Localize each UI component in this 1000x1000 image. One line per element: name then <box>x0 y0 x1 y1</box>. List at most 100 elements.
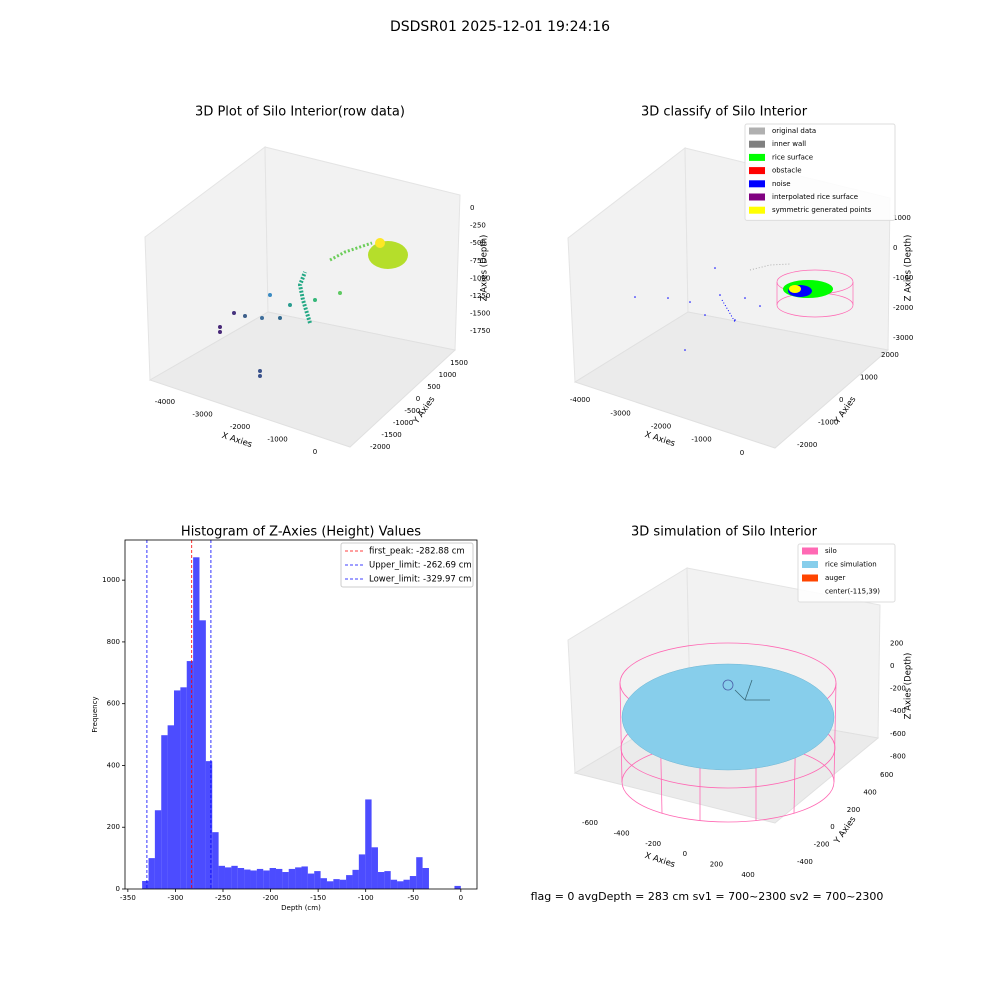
y-tick-label: -2000 <box>370 443 390 451</box>
point <box>734 319 736 321</box>
x-tick-label: -4000 <box>570 396 590 404</box>
x-axis-label: X Axies <box>220 431 253 450</box>
bar <box>167 725 174 889</box>
z-tick-label: 1000 <box>893 214 911 222</box>
legend-box <box>340 542 474 588</box>
z-tick-label: -750 <box>470 257 486 265</box>
silo-wire <box>833 682 837 783</box>
point-trail <box>297 271 312 324</box>
bar <box>384 871 391 889</box>
legend-label: center(-115,39) <box>825 588 880 596</box>
legend-label: original data <box>772 127 816 135</box>
panel-4-model <box>619 642 837 823</box>
y-tick-label: -200 <box>814 841 830 849</box>
z-tick-label: 200 <box>890 639 903 647</box>
x-tick-label: -50 <box>408 894 419 902</box>
legend-label: symmetric generated points <box>772 206 872 214</box>
y-tick-label: 2000 <box>881 351 899 359</box>
legend-label: rice simulation <box>825 561 877 569</box>
bar <box>173 690 181 889</box>
silo-wire <box>619 682 623 783</box>
panel-1-points <box>218 238 408 378</box>
bar <box>269 867 276 889</box>
x-tick-label: 0 <box>683 850 687 858</box>
point <box>634 296 636 298</box>
z-tick-label: -500 <box>470 239 486 247</box>
z-tick-label: -1000 <box>893 274 913 282</box>
x-tick-label: -1000 <box>691 436 711 444</box>
panel-title: 3D Plot of Silo Interior(row data) <box>195 105 405 120</box>
point <box>218 325 222 329</box>
auger <box>722 679 734 691</box>
point <box>218 330 222 334</box>
x-tick-label: -300 <box>167 894 183 902</box>
bar <box>409 876 417 889</box>
z-axis-label: Z Axies (Depth) <box>904 235 914 302</box>
bar <box>212 832 219 889</box>
bar <box>161 735 168 889</box>
x-tick-label: -200 <box>263 894 279 902</box>
status-text: flag = 0 avgDepth = 283 cm sv1 = 700~230… <box>531 890 884 903</box>
point-cluster <box>368 241 408 269</box>
z-tick-label: 0 <box>470 204 474 212</box>
y-tick-label: 1500 <box>450 359 468 367</box>
x-tick-label: 400 <box>741 871 754 879</box>
y-axis-label: Frequency <box>91 696 99 732</box>
y-tick-label: 0 <box>116 885 120 893</box>
point <box>744 297 746 299</box>
point <box>667 297 669 299</box>
point <box>232 311 236 315</box>
bar <box>263 870 270 889</box>
z-tick-label: -1500 <box>470 309 490 317</box>
x-tick-label: 0 <box>459 894 463 902</box>
y-tick-label: 800 <box>107 638 120 646</box>
legend-box <box>797 543 896 603</box>
x-tick-label: -350 <box>120 894 136 902</box>
x-tick-label: 0 <box>313 448 317 456</box>
x-tick-label: -2000 <box>230 423 250 431</box>
x-tick-label: -250 <box>215 894 231 902</box>
x-tick-label: -100 <box>358 894 374 902</box>
bar <box>295 867 302 889</box>
bar <box>326 881 334 889</box>
point <box>258 374 262 378</box>
panel-2-panes <box>567 146 891 449</box>
bar <box>231 865 238 889</box>
z-tick-label: -800 <box>890 752 906 760</box>
point <box>714 267 716 269</box>
bar <box>358 854 366 889</box>
x-tick-label: -3000 <box>192 411 212 419</box>
generated-points <box>789 285 801 293</box>
point <box>258 369 262 373</box>
z-tick-label: -400 <box>890 707 906 715</box>
plot-frame <box>124 539 478 890</box>
point <box>278 316 282 320</box>
panel-title: 3D simulation of Silo Interior <box>631 525 818 540</box>
point-trail <box>749 263 791 271</box>
bar <box>314 871 321 889</box>
legend-label: first_peak: -282.88 cm <box>369 547 465 557</box>
y-tick-label: 0 <box>830 823 834 831</box>
bar <box>377 872 385 889</box>
point <box>704 314 706 316</box>
bar <box>186 661 194 889</box>
legend-swatch <box>749 180 765 188</box>
bar <box>275 868 283 889</box>
x-tick-label: -200 <box>645 840 661 848</box>
legend-swatch <box>749 167 765 175</box>
y-tick-label: 1000 <box>439 371 457 379</box>
bar <box>352 869 359 889</box>
z-tick-label: -600 <box>890 730 906 738</box>
point <box>268 293 272 297</box>
bar <box>390 879 398 889</box>
legend-swatch <box>802 574 818 582</box>
z-tick-label: -1750 <box>470 327 490 335</box>
z-tick-label: -1000 <box>470 274 490 282</box>
pane <box>573 311 890 449</box>
bar <box>250 870 257 889</box>
legend-swatch <box>802 547 818 555</box>
bar <box>346 875 353 889</box>
bar <box>397 881 404 889</box>
x-axis-label: X Axies <box>643 430 676 449</box>
